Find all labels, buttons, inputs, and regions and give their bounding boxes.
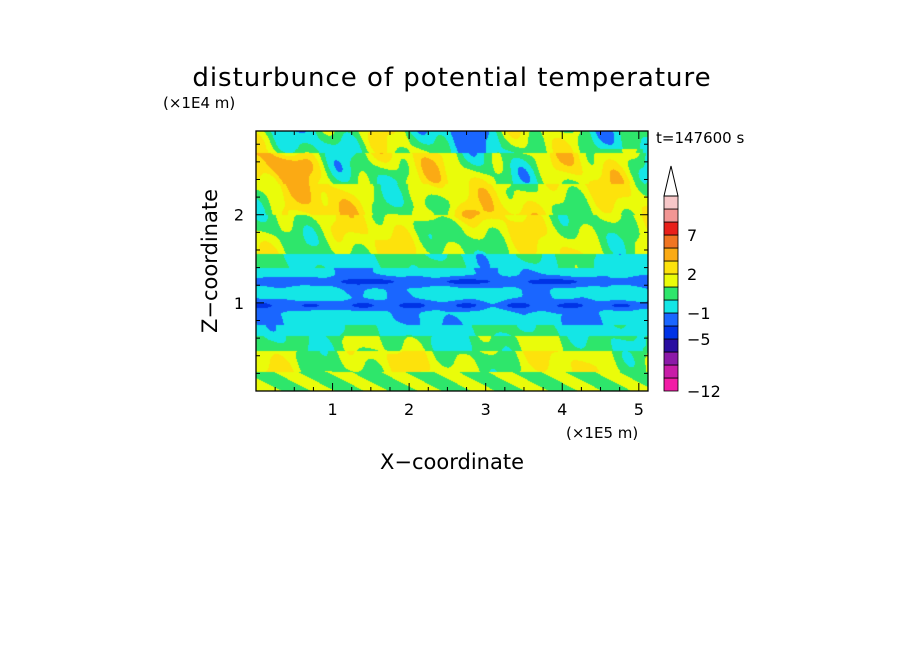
x-tick-label: 4 [557, 400, 567, 419]
y-axis-label: Z−coordinate [198, 189, 222, 333]
x-scale-label: (×1E5 m) [566, 424, 638, 442]
y-tick-labels: 12 [234, 206, 244, 313]
colorbar-swatch [663, 312, 679, 327]
colorbar-swatch [663, 195, 679, 210]
colorbar-swatch [663, 273, 679, 288]
colorbar-swatch [663, 247, 679, 262]
field-raster [256, 131, 648, 391]
chart-title: disturbunce of potential temperature [192, 63, 711, 93]
time-label: t=147600 s [656, 129, 744, 147]
y-tick-label: 2 [234, 206, 244, 225]
x-tick-label: 1 [327, 400, 337, 419]
colorbar-swatch [663, 234, 679, 249]
colorbar-tick-label: −12 [687, 382, 721, 401]
colorbar-swatch [663, 286, 679, 301]
colorbar [663, 165, 679, 392]
x-tick-label: 3 [481, 400, 491, 419]
colorbar-tick-label: −1 [687, 304, 711, 323]
temperature-field [256, 131, 648, 391]
colorbar-swatch [663, 299, 679, 314]
colorbar-swatch [663, 338, 679, 353]
x-tick-labels: 1 2 3 4 5 [327, 400, 643, 419]
colorbar-swatch [663, 208, 679, 223]
colorbar-extend-arrow [663, 165, 679, 197]
colorbar-tick-label: −5 [687, 330, 711, 349]
x-axis-label: X−coordinate [380, 450, 524, 474]
colorbar-tick-label: 7 [687, 226, 697, 245]
y-tick-label: 1 [234, 294, 244, 313]
colorbar-swatch [663, 377, 679, 392]
x-tick-label: 5 [634, 400, 644, 419]
colorbar-swatch [663, 325, 679, 340]
x-tick-label: 2 [404, 400, 414, 419]
colorbar-tick-labels: 7 2 −1 −5 −12 [687, 226, 721, 401]
colorbar-tick-label: 2 [687, 265, 697, 284]
colorbar-swatch [663, 351, 679, 366]
colorbar-swatch [663, 364, 679, 379]
plot-frame [255, 130, 649, 392]
colorbar-swatch [663, 260, 679, 275]
colorbar-swatch [663, 221, 679, 236]
axis-ticks [256, 131, 648, 391]
y-scale-label: (×1E4 m) [163, 94, 235, 112]
